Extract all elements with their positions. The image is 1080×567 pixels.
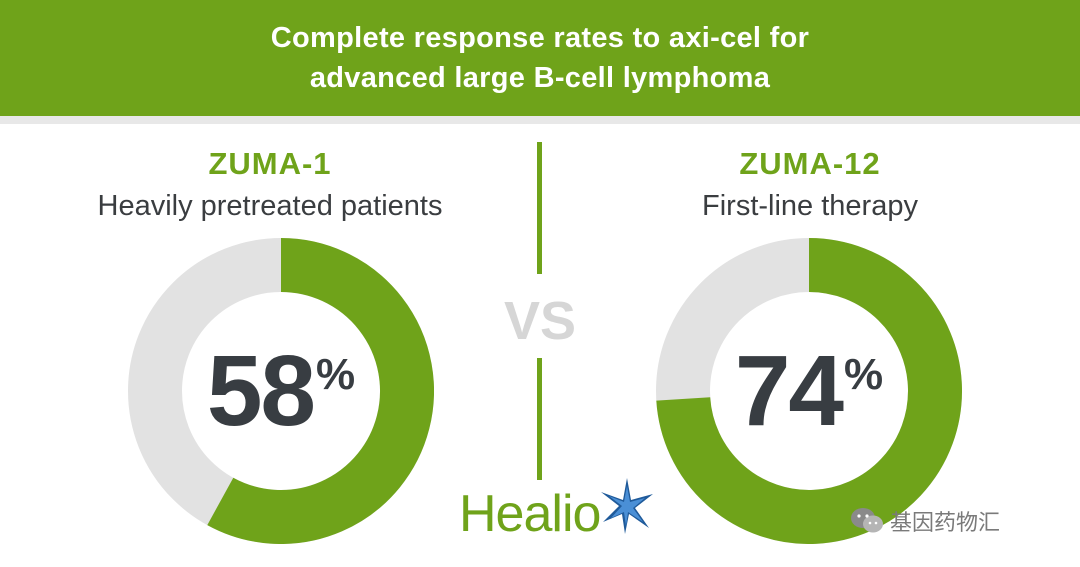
- center-divider-top: [537, 142, 542, 274]
- vs-label: VS: [503, 291, 577, 351]
- header-banner: Complete response rates to axi-cel for a…: [0, 0, 1080, 116]
- healio-wordmark: Healio: [459, 485, 601, 543]
- right-study-subtitle: First-line therapy: [702, 190, 918, 222]
- left-percent-sign: %: [316, 350, 356, 399]
- right-donut-svg: [656, 238, 962, 544]
- left-percent-number: 58: [206, 335, 316, 447]
- left-study-subtitle: Heavily pretreated patients: [97, 190, 443, 222]
- right-study-name: ZUMA-12: [739, 146, 881, 181]
- left-panel-heading: ZUMA-1 Heavily pretreated patients: [0, 146, 540, 223]
- wechat-icon: [851, 508, 883, 533]
- chart-title-line-2: advanced large B-cell lymphoma: [309, 62, 771, 94]
- left-donut-value: 58 %: [128, 238, 434, 544]
- chart-title-line-1: Complete response rates to axi-cel for: [270, 22, 810, 54]
- right-donut-chart: 74 %: [656, 238, 962, 544]
- wechat-watermark: 基因药物汇: [850, 505, 1000, 537]
- healio-logo: Healio: [455, 478, 655, 548]
- left-donut-svg: [128, 238, 434, 544]
- left-donut-value-arc: [207, 238, 434, 544]
- watermark-text: 基因药物汇: [890, 511, 1001, 536]
- left-donut-chart: 58 %: [128, 238, 434, 544]
- right-percent-number: 74: [734, 335, 844, 447]
- right-donut-value: 74 %: [656, 238, 962, 544]
- center-divider-bottom: [537, 358, 542, 480]
- right-percent-sign: %: [844, 350, 884, 399]
- header-divider: [0, 116, 1080, 124]
- right-donut-value-arc: [656, 238, 962, 544]
- star-burst-icon: [601, 478, 653, 534]
- left-study-name: ZUMA-1: [208, 146, 332, 181]
- right-panel-heading: ZUMA-12 First-line therapy: [540, 146, 1080, 223]
